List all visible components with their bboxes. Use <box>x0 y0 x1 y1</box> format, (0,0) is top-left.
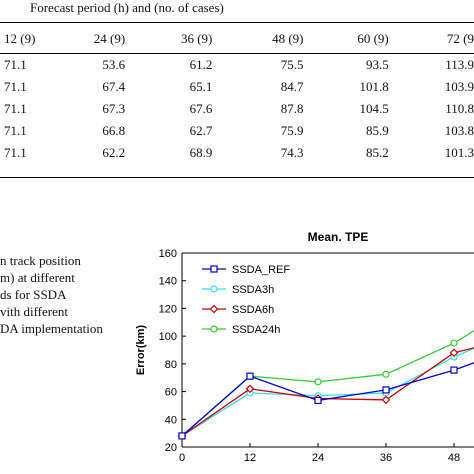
table-header-caption: Forecast period (h) and (no. of cases) <box>30 0 224 15</box>
table-top-rule <box>0 22 474 23</box>
figure-caption: n track position m) at different ds for SS… <box>0 252 103 337</box>
legend-marker <box>210 325 218 333</box>
table-cell: 74.3 <box>280 145 304 160</box>
table-cell: 84.7 <box>280 79 304 94</box>
y-tick-label: 20 <box>165 442 177 454</box>
y-tick-label: 40 <box>165 414 177 426</box>
caption-line: DA implementation <box>0 321 103 336</box>
table-cell: 62.2 <box>102 145 126 160</box>
y-tick-label: 100 <box>159 331 177 343</box>
table-cell: 75.5 <box>280 57 304 72</box>
table-cell: 65.1 <box>189 79 213 94</box>
mean-tpe-chart: Mean. TPE 20 40 60 80 100 120 140 160 0 12 24 36 48 Er… <box>135 230 474 464</box>
column-header: 36 (9) <box>180 31 213 46</box>
table-cell: 87.8 <box>280 101 304 116</box>
x-tick-label: 0 <box>179 452 185 464</box>
y-tick-label: 140 <box>159 276 177 288</box>
table-row: 71.1 67.3 67.6 87.8 104.5 110.8 <box>0 98 474 120</box>
y-axis-label: Error(km) <box>135 325 147 375</box>
data-point <box>449 348 459 358</box>
legend-box <box>197 258 317 346</box>
table-cell: 93.5 <box>366 57 389 72</box>
data-point <box>246 372 254 380</box>
table-cell: 71.1 <box>4 79 27 94</box>
table-cell: 103.8 <box>444 123 474 138</box>
table-cell: 68.9 <box>189 145 213 160</box>
legend-label: SSDA24h <box>232 324 280 336</box>
data-point <box>381 395 391 405</box>
table-cell: 67.3 <box>102 101 126 116</box>
y-tick-label: 120 <box>159 303 177 315</box>
column-header: 24 (9) <box>93 31 126 46</box>
forecast-table: 12 (9) 24 (9) 36 (9) 48 (9) 60 (9) 72 (9… <box>0 28 474 164</box>
data-point <box>245 384 255 394</box>
data-point <box>450 339 458 347</box>
table-cell: 110.8 <box>445 101 474 116</box>
y-tick-label: 80 <box>165 359 177 371</box>
table-header-row: 12 (9) 24 (9) 36 (9) 48 (9) 60 (9) 72 (9 <box>0 28 474 50</box>
caption-line: vith different <box>0 304 68 319</box>
table-cell: 71.1 <box>4 101 27 116</box>
table-header-rule <box>0 53 474 54</box>
caption-line: m) at different <box>0 270 75 285</box>
table-cell: 71.1 <box>4 123 27 138</box>
chart-title: Mean. TPE <box>308 230 369 244</box>
table-cell: 61.2 <box>189 57 213 72</box>
legend-label: SSDA3h <box>232 284 274 296</box>
series-line-ssda3h <box>181 347 474 437</box>
legend-label: SSDA6h <box>232 304 274 316</box>
x-tick-label: 24 <box>312 452 324 464</box>
caption-line: ds for SSDA <box>0 287 67 302</box>
table-cell: 103.9 <box>444 79 474 94</box>
table-cell: 71.1 <box>4 57 27 72</box>
table-cell: 85.2 <box>366 145 389 160</box>
series-line-ssda6h <box>181 347 474 437</box>
legend-marker <box>210 285 218 293</box>
data-point <box>382 370 390 378</box>
table-cell: 67.4 <box>102 79 126 94</box>
column-header: 48 (9) <box>272 31 304 46</box>
table-row: 71.1 66.8 62.7 75.9 85.9 103.8 <box>0 120 474 142</box>
table-cell: 113.9 <box>445 57 474 72</box>
table-cell: 104.5 <box>359 101 389 116</box>
column-header: 12 (9) <box>4 31 36 46</box>
caption-line: n track position <box>0 253 81 268</box>
table-cell: 62.7 <box>189 123 213 138</box>
data-point <box>314 396 322 405</box>
table-cell: 66.8 <box>102 123 126 138</box>
table-cell: 71.1 <box>4 145 27 160</box>
table-cell: 75.9 <box>280 123 304 138</box>
column-header: 60 (9) <box>357 31 389 46</box>
legend-label: SSDA_REF <box>232 264 290 276</box>
table-row: 71.1 53.6 61.2 75.5 93.5 113.9 <box>0 50 474 76</box>
x-tick-label: 12 <box>244 452 256 464</box>
data-point <box>382 386 390 394</box>
table-bottom-rule <box>0 177 474 178</box>
x-tick-label: 48 <box>448 452 460 464</box>
legend-marker <box>210 265 218 273</box>
table-row: 71.1 67.4 65.1 84.7 101.8 103.9 <box>0 76 474 98</box>
table-cell: 53.6 <box>102 57 126 72</box>
table-cell: 101.8 <box>359 79 389 94</box>
table-cell: 67.6 <box>189 101 213 116</box>
y-tick-label: 160 <box>159 248 177 260</box>
table-row: 71.1 62.2 68.9 74.3 85.2 101.3 <box>0 142 474 164</box>
x-tick-label: 36 <box>380 452 392 464</box>
column-header: 72 (9 <box>446 31 474 46</box>
data-point <box>314 378 322 386</box>
data-point <box>178 432 186 440</box>
table-cell: 85.9 <box>366 123 389 138</box>
data-point <box>450 366 458 374</box>
series-line-ssda_ref <box>181 362 474 437</box>
table-cell: 101.3 <box>444 145 474 160</box>
y-tick-label: 60 <box>165 387 177 399</box>
legend-marker <box>209 304 219 314</box>
